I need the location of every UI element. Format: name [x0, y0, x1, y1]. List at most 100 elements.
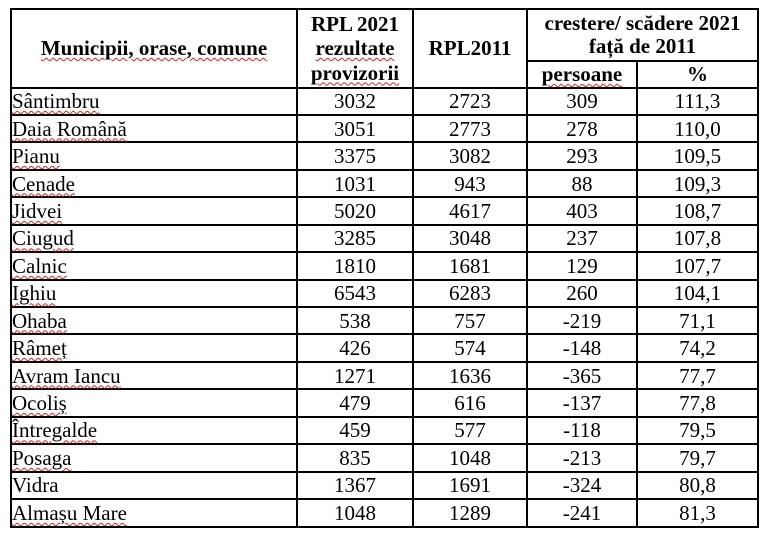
rpl2011-value: 2773 [412, 113, 528, 144]
commune-name-cell: Almașu Mare [10, 498, 298, 528]
change-persons-value: -324 [526, 470, 638, 501]
table-row: Ciugud 3285 3048 237 107,8 [10, 223, 760, 254]
rpl2011-value: 1289 [412, 498, 528, 528]
header-name-label: Municipii, orase, comune [40, 36, 268, 60]
change-persons-value: 403 [526, 196, 638, 226]
rpl2021-value: 1031 [296, 168, 414, 199]
change-percent-value: 104,1 [635, 278, 760, 309]
rpl2011-value: 1048 [412, 443, 528, 473]
commune-name: Daia Română [12, 116, 127, 141]
rpl2011-value: 1681 [412, 251, 528, 281]
change-percent-value: 77,7 [635, 360, 760, 391]
table-row: Sântimbru 3032 2723 309 111,3 [10, 86, 760, 116]
change-persons-value: -365 [526, 360, 638, 391]
header-rpl2011-label: RPL2011 [428, 36, 512, 60]
change-persons-value: 309 [526, 86, 638, 116]
change-percent-value: 108,7 [635, 196, 760, 226]
header-name-column: Municipii, orase, comune [10, 8, 298, 89]
change-persons-value: 293 [526, 141, 638, 171]
rpl2021-value: 3032 [296, 86, 414, 116]
commune-name-cell: Jidvei [10, 196, 298, 226]
commune-name: Ciugud [12, 226, 74, 251]
change-percent-value: 79,7 [635, 443, 760, 473]
commune-name: Ohaba [12, 308, 67, 333]
rpl2021-value: 1810 [296, 251, 414, 281]
commune-name-cell: Întregalde [10, 415, 298, 446]
commune-name-cell: Pianu [10, 141, 298, 171]
commune-name: Cenade [12, 171, 75, 196]
table-row: Vidra 1367 1691 -324 80,8 [10, 470, 760, 501]
change-persons-value: 237 [526, 223, 638, 254]
population-table: Municipii, orase, comune RPL 2021 rezult… [10, 8, 760, 528]
table-row: Ighiu 6543 6283 260 104,1 [10, 278, 760, 309]
commune-name-cell: Avram Iancu [10, 360, 298, 391]
change-percent-value: 80,8 [635, 470, 760, 501]
commune-name: Pianu [12, 144, 60, 169]
rpl2021-value: 479 [296, 388, 414, 418]
change-percent-value: 107,8 [635, 223, 760, 254]
commune-name: Posaga [12, 445, 72, 470]
change-percent-value: 74,2 [635, 333, 760, 363]
header-rpl2021-column: RPL 2021 rezultate provizorii [296, 8, 414, 89]
rpl2021-value: 6543 [296, 278, 414, 309]
rpl2021-value: 3285 [296, 223, 414, 254]
rpl2021-value: 538 [296, 305, 414, 336]
rpl2011-value: 3048 [412, 223, 528, 254]
rpl2011-value: 574 [412, 333, 528, 363]
change-persons-value: 260 [526, 278, 638, 309]
change-persons-value: -219 [526, 305, 638, 336]
rpl2021-value: 1048 [296, 498, 414, 528]
rpl2011-value: 577 [412, 415, 528, 446]
rpl2011-value: 3082 [412, 141, 528, 171]
commune-name: Întregalde [12, 418, 98, 443]
commune-name-cell: Daia Română [10, 113, 298, 144]
rpl2011-value: 1636 [412, 360, 528, 391]
header-change-line-2: față de 2011 [588, 34, 697, 58]
table-row: Cenade 1031 943 88 109,3 [10, 168, 760, 199]
rpl2011-value: 2723 [412, 86, 528, 116]
commune-name-cell: Ocoliș [10, 388, 298, 418]
commune-name: Jidvei [12, 198, 63, 223]
commune-name-cell: Posaga [10, 443, 298, 473]
commune-name: Calnic [12, 253, 67, 278]
table-row: Ocoliș 479 616 -137 77,8 [10, 388, 760, 418]
change-percent-value: 109,5 [635, 141, 760, 171]
rpl2021-value: 835 [296, 443, 414, 473]
rpl2021-value: 3051 [296, 113, 414, 144]
commune-name-cell: Râmeț [10, 333, 298, 363]
table-row: Întregalde 459 577 -118 79,5 [10, 415, 760, 446]
rpl2021-value: 5020 [296, 196, 414, 226]
change-percent-value: 71,1 [635, 305, 760, 336]
header-change-persons-label: persoane [541, 62, 623, 86]
commune-name-cell: Ighiu [10, 278, 298, 309]
header-rpl2011-column: RPL2011 [412, 8, 528, 89]
commune-name-cell: Vidra [10, 470, 298, 501]
rpl2021-value: 3375 [296, 141, 414, 171]
change-persons-value: -213 [526, 443, 638, 473]
change-percent-value: 81,3 [635, 498, 760, 528]
table-body: Sântimbru 3032 2723 309 111,3 Daia Român… [10, 86, 760, 528]
change-persons-value: 88 [526, 168, 638, 199]
change-persons-value: -148 [526, 333, 638, 363]
change-percent-value: 79,5 [635, 415, 760, 446]
commune-name-cell: Calnic [10, 251, 298, 281]
commune-name-cell: Ciugud [10, 223, 298, 254]
change-persons-value: -137 [526, 388, 638, 418]
rpl2011-value: 4617 [412, 196, 528, 226]
header-rpl2021-line-1: RPL 2021 [310, 11, 400, 36]
header-change-percent: % [635, 60, 760, 89]
change-persons-value: -241 [526, 498, 638, 528]
commune-name-cell: Ohaba [10, 305, 298, 336]
header-rpl2021-line-3: provizorii [310, 60, 400, 85]
rpl2011-value: 943 [412, 168, 528, 199]
subheader-row: persoane % [11, 60, 760, 89]
header-rpl2021-line-2: rezultate [315, 36, 395, 60]
change-percent-value: 109,3 [635, 168, 760, 199]
table-row: Almașu Mare 1048 1289 -241 81,3 [10, 498, 760, 528]
table-header: Municipii, orase, comune RPL 2021 rezult… [10, 8, 760, 89]
rpl2021-value: 459 [296, 415, 414, 446]
table-row: Daia Română 3051 2773 278 110,0 [10, 113, 760, 144]
header-row: Municipii, orase, comune RPL 2021 rezult… [10, 8, 760, 89]
rpl2011-value: 757 [412, 305, 528, 336]
rpl2011-value: 1691 [412, 470, 528, 501]
